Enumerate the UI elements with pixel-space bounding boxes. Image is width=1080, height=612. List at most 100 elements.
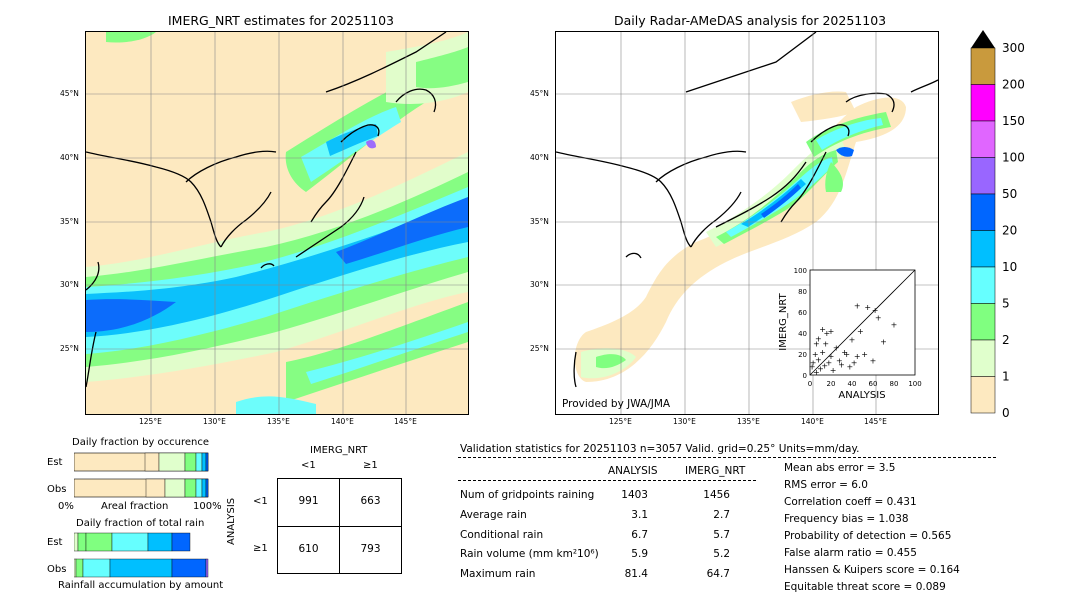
scatter-point: + [817, 365, 824, 374]
colorbar-label: 5 [1002, 297, 1010, 311]
scatter-point: + [849, 335, 856, 344]
lat-label: 25°N [60, 344, 79, 353]
lat-label: 35°N [530, 217, 549, 226]
scatter-point: + [843, 350, 850, 359]
colorbar-label: 100 [1002, 151, 1025, 165]
est-rain-3 [111, 532, 149, 552]
lat-label: 25°N [530, 344, 549, 353]
contingency-row1: <1 [253, 496, 268, 507]
colorbar-segment [970, 84, 996, 122]
score-line: Hanssen & Kuipers score = 0.164 [784, 564, 960, 576]
scatter-point: + [857, 327, 864, 336]
lat-label: 30°N [530, 280, 549, 289]
contingency-cell: 610 [298, 543, 319, 555]
score-line: Equitable threat score = 0.089 [784, 581, 946, 593]
lon-label: 125°E [609, 417, 632, 426]
scatter-point: + [821, 362, 828, 371]
total-rain-row-obs: Obs [47, 564, 67, 575]
score-line: RMS error = 6.0 [784, 479, 868, 491]
scatter-point: + [891, 321, 898, 330]
total-rain-row-est: Est [47, 537, 63, 548]
scatter-point: + [847, 363, 854, 372]
lon-label: 135°E [737, 417, 760, 426]
scatter-point: + [815, 334, 822, 343]
contingency-cell: 991 [298, 495, 319, 507]
est-bar-6 [205, 452, 209, 472]
est-rain-4 [147, 532, 173, 552]
colorbar-segment [970, 193, 996, 231]
scatter-y-tick: 100 [794, 267, 807, 275]
obs-bar-2 [164, 478, 186, 498]
stat-label: Rain volume (mm km²10⁶) [460, 548, 599, 560]
lat-label: 45°N [60, 89, 79, 98]
stat-imerg: 1456 [703, 489, 730, 501]
left-map-precip [86, 32, 468, 414]
scatter-point: + [812, 350, 819, 359]
obs-rain-2 [82, 558, 111, 578]
colorbar-label: 200 [1002, 78, 1025, 92]
lat-label: 45°N [530, 89, 549, 98]
contingency-col1: <1 [301, 460, 316, 471]
scatter-point: + [819, 348, 826, 357]
scatter-point: + [864, 303, 871, 312]
obs-bar-4 [195, 478, 203, 498]
stat-imerg: 5.7 [713, 529, 730, 541]
scatter-plot: +++++++++++++++++++++++++++++++++++ 00 20… [778, 267, 922, 401]
scatter-point: + [828, 352, 835, 361]
stat-analysis: 81.4 [624, 568, 648, 580]
stat-analysis: 5.9 [631, 548, 648, 560]
lon-label: 140°E [331, 417, 354, 426]
scatter-point: + [813, 368, 820, 377]
scatter-ylabel: IMERG_NRT [778, 292, 789, 350]
scatter-point: + [822, 340, 829, 349]
colorbar-label: 300 [1002, 41, 1025, 55]
obs-rain-3 [109, 558, 173, 578]
lon-label: 125°E [139, 417, 162, 426]
est-bar-3 [184, 452, 197, 472]
colorbar-label: 2 [1002, 333, 1010, 347]
scatter-point: + [813, 340, 820, 349]
left-map-title: IMERG_NRT estimates for 20251103 [168, 13, 395, 28]
est-bar-5 [201, 452, 207, 472]
score-line: False alarm ratio = 0.455 [784, 547, 917, 559]
stat-imerg: 2.7 [713, 509, 730, 521]
stat-analysis: 6.7 [631, 529, 648, 541]
colorbar-segment [970, 47, 996, 85]
validation-header: Validation statistics for 20251103 n=305… [460, 443, 860, 455]
stat-analysis: 1403 [621, 489, 648, 501]
lon-label: 145°E [864, 417, 887, 426]
colorbar-label: 0 [1002, 406, 1010, 420]
total-rain-bars [74, 532, 209, 578]
contingency-col2: ≥1 [363, 460, 378, 471]
colorbar-extend-arrow [971, 30, 995, 48]
obs-bar-6 [205, 478, 209, 498]
lon-label: 140°E [801, 417, 824, 426]
scatter-point: + [841, 348, 848, 357]
left-map [85, 31, 469, 415]
scatter-point: + [854, 302, 861, 311]
obs-rain-1 [75, 558, 84, 578]
colorbar-segment [970, 339, 996, 377]
lon-label: 130°E [203, 417, 226, 426]
colorbar-label: 10 [1002, 260, 1017, 274]
occurrence-row-obs: Obs [47, 484, 67, 495]
scatter-point: + [880, 337, 887, 346]
scatter-point: + [838, 361, 845, 370]
contingency-row-axis: ANALYSIS [226, 497, 237, 545]
scatter-y-tick: 0 [803, 372, 807, 380]
contingency-title: IMERG_NRT [310, 445, 368, 456]
stat-imerg: 5.2 [713, 548, 730, 560]
contingency-cell: 793 [360, 543, 381, 555]
colorbar-segment [970, 120, 996, 158]
stat-imerg: 64.7 [706, 568, 730, 580]
scatter-point: + [854, 352, 861, 361]
lat-label: 40°N [60, 153, 79, 162]
lat-label: 35°N [60, 217, 79, 226]
total-rain-axis-label: Rainfall accumulation by amount [58, 580, 224, 591]
score-line: Correlation coeff = 0.431 [784, 496, 917, 508]
scatter-y-tick: 20 [798, 351, 807, 359]
validation-header-rule [458, 457, 996, 458]
validation-col-rule [458, 480, 756, 481]
one-to-one-line [809, 269, 916, 376]
